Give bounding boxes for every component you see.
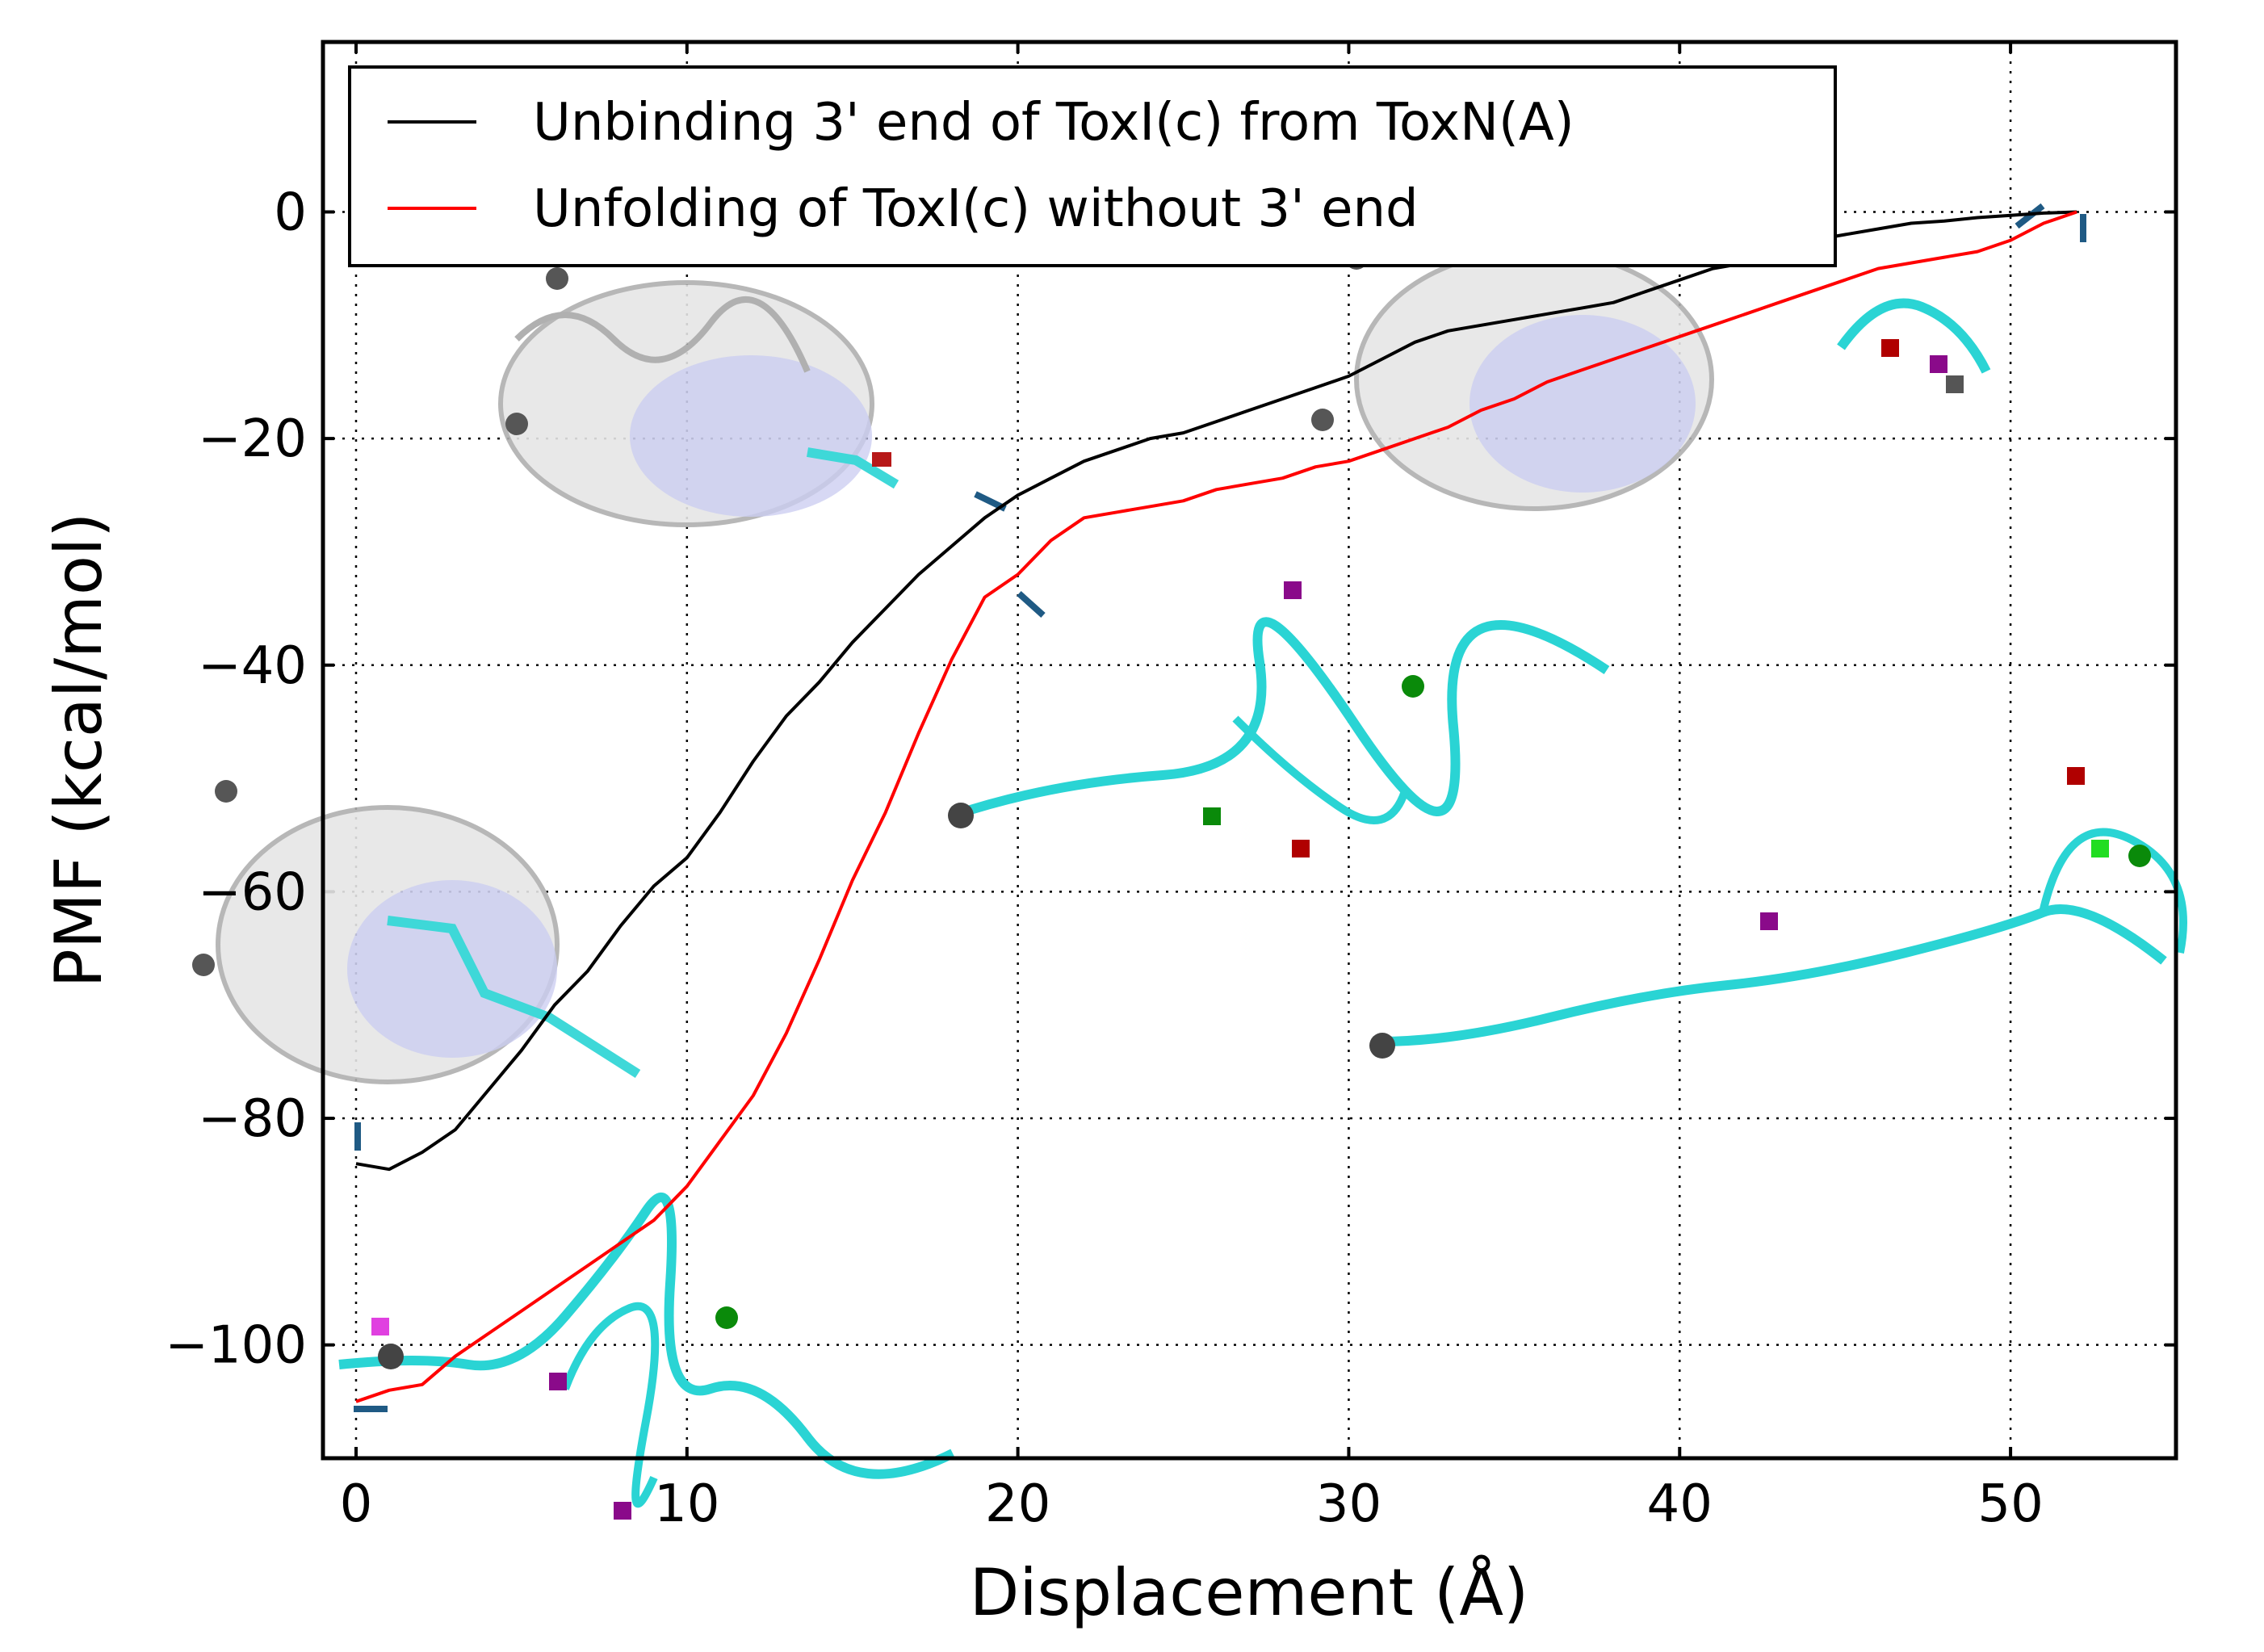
x-tick-label: 50 xyxy=(1977,1474,2043,1534)
rna-structure-1 xyxy=(1837,298,1991,393)
legend-entry-unfolding: Unfolding of ToxI(c) without 3' end xyxy=(533,179,1419,239)
molecular-illustrations xyxy=(192,203,2187,1520)
protein-structure-3 xyxy=(192,780,641,1084)
rna-structure-4 xyxy=(338,1193,955,1520)
y-tick-label: −100 xyxy=(165,1316,307,1376)
x-tick-label: 0 xyxy=(340,1474,373,1534)
x-axis-label: Displacement (Å) xyxy=(970,1554,1529,1630)
protein-structure-2 xyxy=(1311,247,1714,511)
y-tick-label: −80 xyxy=(198,1089,307,1149)
y-tick-label: −60 xyxy=(198,862,307,922)
plot-frame xyxy=(321,40,2178,1461)
x-tick-label: 40 xyxy=(1647,1474,1713,1534)
legend-entry-unbinding: Unbinding 3' end of ToxI(c) from ToxN(A) xyxy=(533,93,1574,153)
legend-box xyxy=(348,65,1837,267)
x-tick-label: 30 xyxy=(1316,1474,1381,1534)
rna-structure-3 xyxy=(1369,767,2187,1059)
y-tick-label: −20 xyxy=(198,409,307,469)
grid-layer xyxy=(323,42,2176,1458)
protein-structure-1 xyxy=(498,267,899,527)
y-axis-label: PMF (kcal/mol) xyxy=(41,513,116,988)
legend: Unbinding 3' end of ToxI(c) from ToxN(A)… xyxy=(348,65,1837,267)
y-tick-label: 0 xyxy=(274,182,307,242)
rna-structure-2 xyxy=(948,581,1610,857)
x-tick-label: 10 xyxy=(654,1474,719,1534)
x-tick-label: 20 xyxy=(985,1474,1050,1534)
y-tick-label: −40 xyxy=(198,636,307,696)
tick-labels: 0 10 20 30 40 50 0 −20 −40 −60 −80 −100 xyxy=(165,182,2044,1534)
series-line-unfolding xyxy=(355,210,2077,1403)
